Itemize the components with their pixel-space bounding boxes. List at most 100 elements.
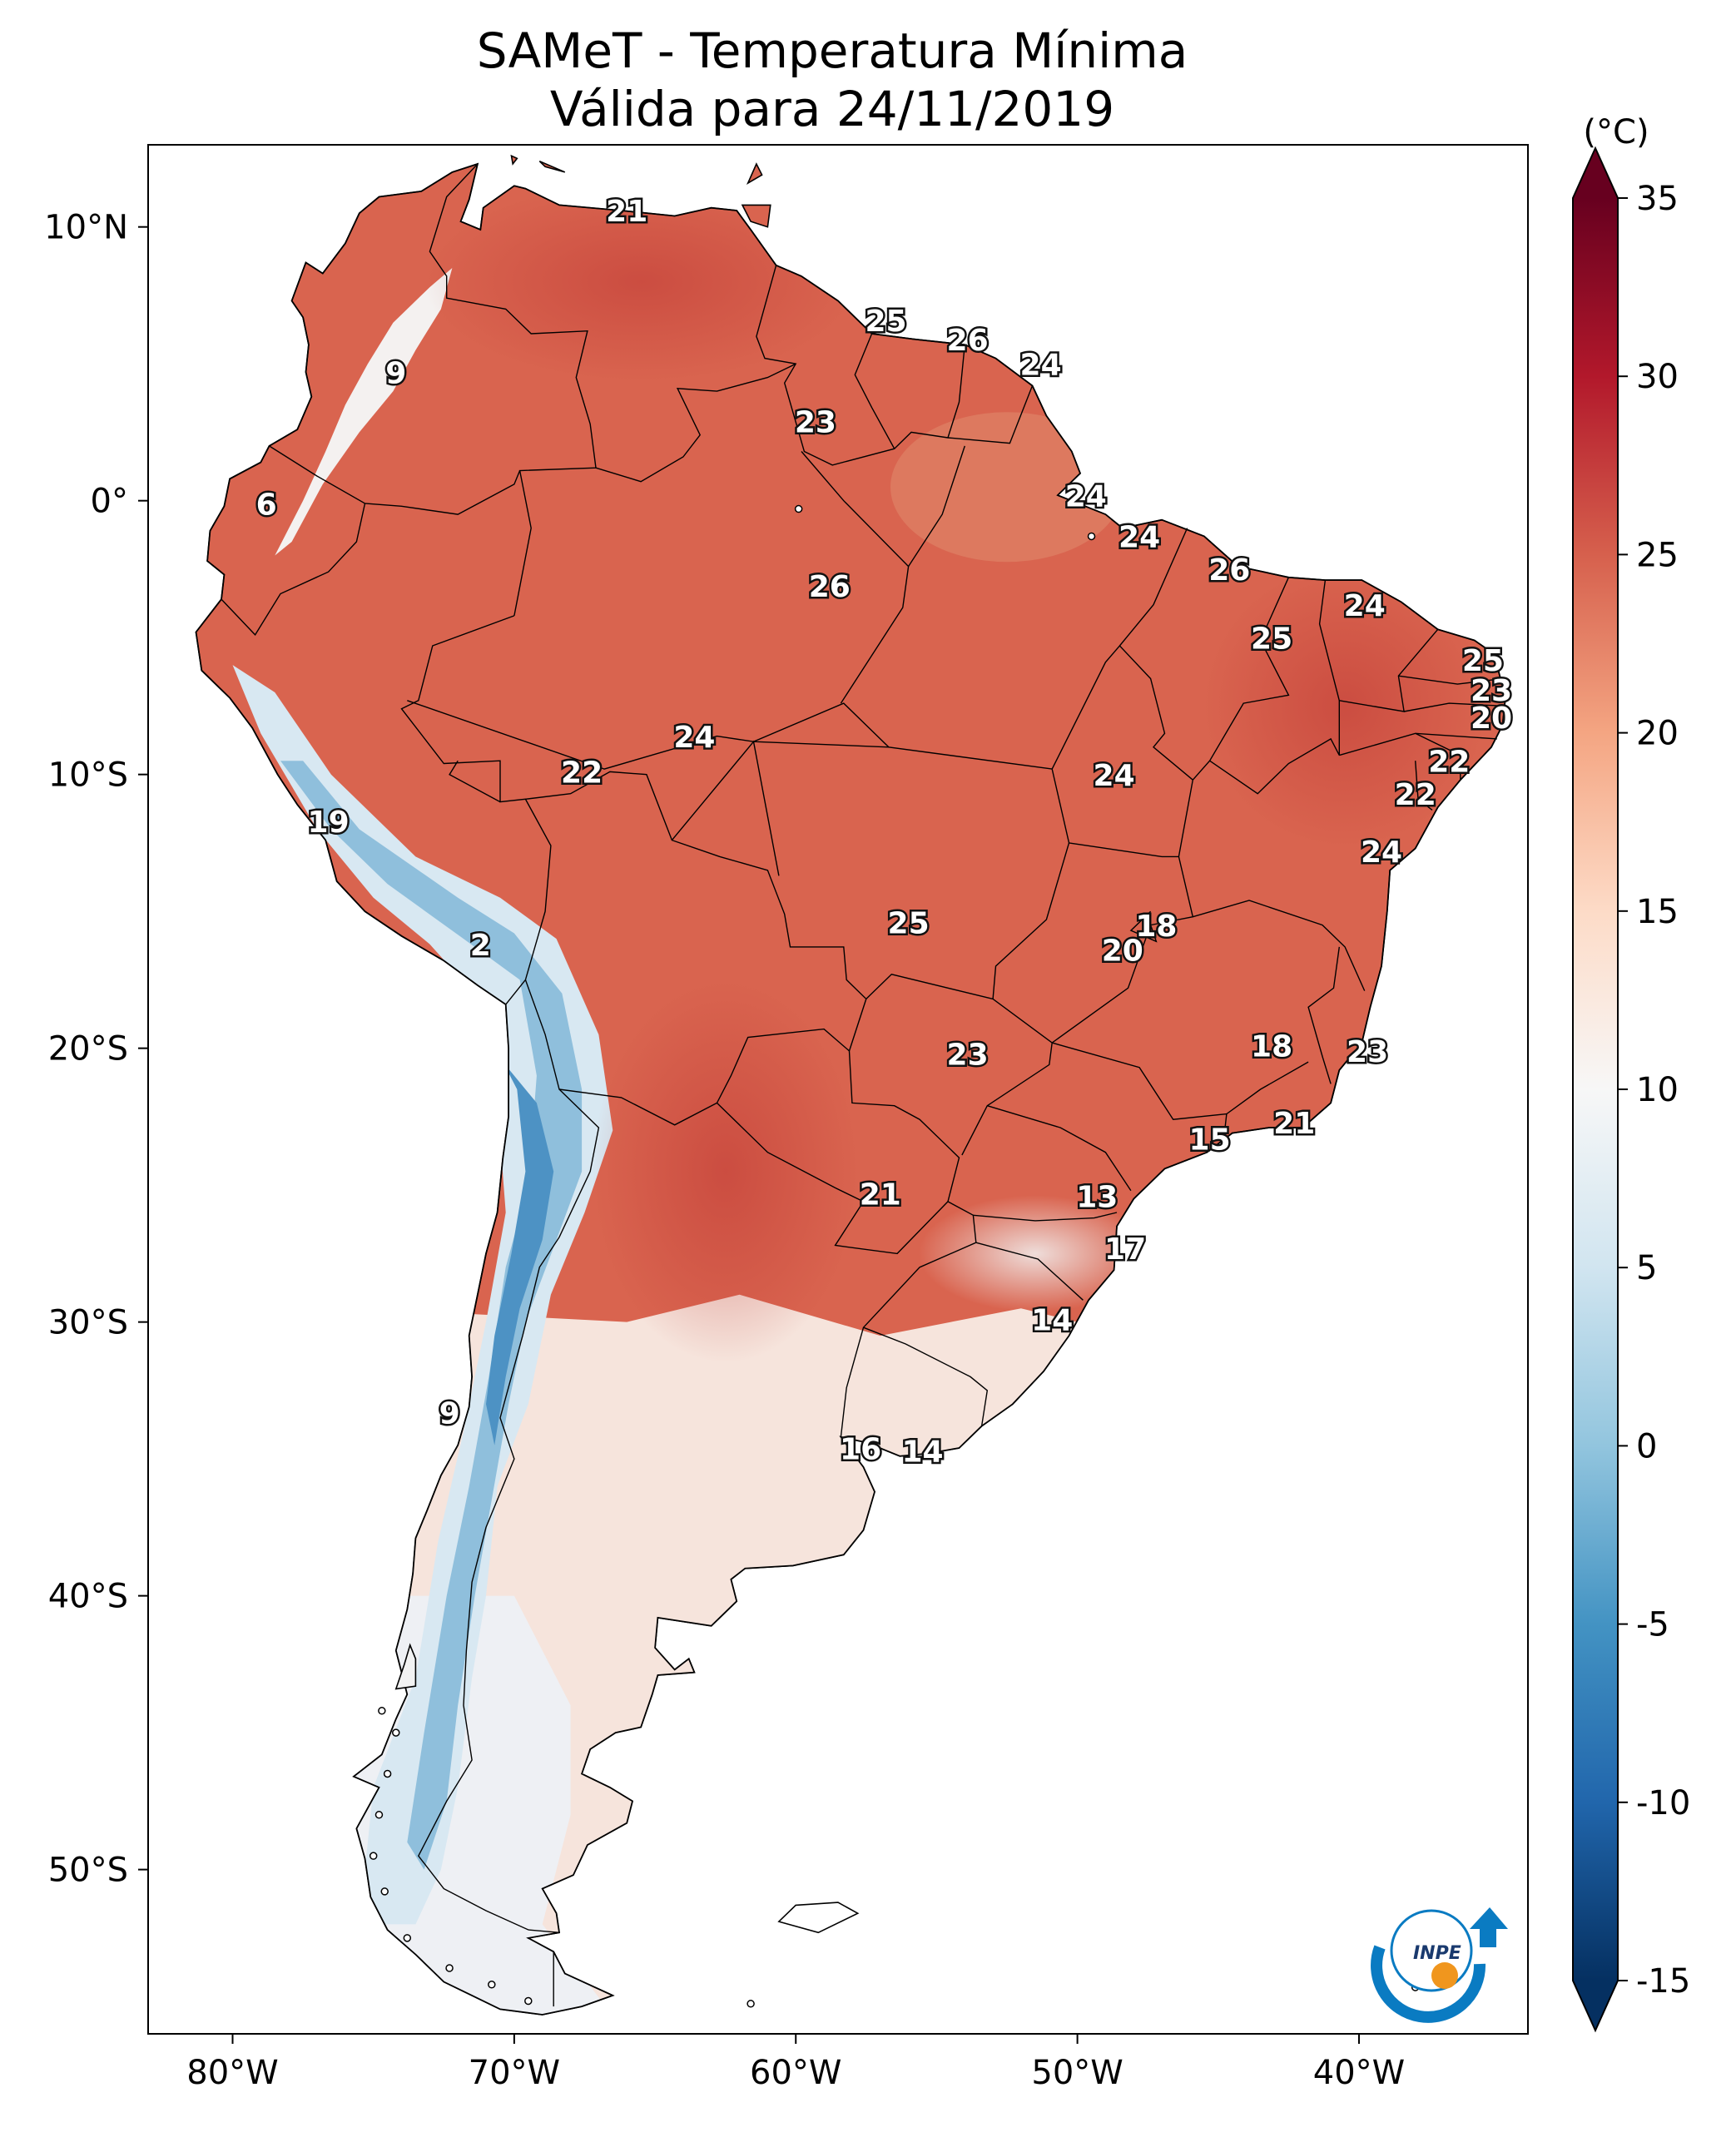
colorbar-tick-label: -15 xyxy=(1636,1962,1690,2001)
border-line xyxy=(756,265,1034,466)
lat-tick-label: 50°S xyxy=(48,1852,128,1890)
border-line xyxy=(1052,1042,1227,1120)
chaco-hot-spot xyxy=(592,979,859,1363)
lon-tick-label: 80°W xyxy=(186,2054,278,2092)
colorbar-tick-label: 10 xyxy=(1636,1071,1679,1109)
border-line xyxy=(417,979,600,1933)
border-line xyxy=(854,333,895,449)
island xyxy=(510,154,518,166)
colorbar-tick-label: 25 xyxy=(1636,536,1679,574)
island xyxy=(403,1934,412,1942)
southern-brazil-cool-patch xyxy=(918,1195,1152,1312)
border-line xyxy=(525,771,867,1052)
temperature-label: 25 xyxy=(865,305,906,339)
colorbar-tick-label: 20 xyxy=(1636,715,1679,753)
map-border xyxy=(147,144,1529,2035)
temperature-label: 19 xyxy=(308,806,350,840)
island xyxy=(794,504,803,513)
temperature-label: 6 xyxy=(256,488,277,522)
andes-cold-ridge-outer xyxy=(232,665,613,1925)
temperature-label: 25 xyxy=(1251,622,1292,657)
map-subtitle: Válida para 24/11/2019 xyxy=(549,81,1115,137)
island xyxy=(746,162,763,186)
border-line xyxy=(753,741,889,748)
island xyxy=(1087,532,1096,541)
central-brazil-mild-zone xyxy=(890,412,1124,563)
island xyxy=(445,1964,454,1972)
venezuela-hot-spot xyxy=(424,181,858,382)
colorbar-ticks: 35 30 25 20 15 10 5 0 -5 -10 -15 xyxy=(1618,180,1690,2001)
colorbar-tick-label: 15 xyxy=(1636,893,1679,931)
temperature-label: 24 xyxy=(1065,479,1107,513)
temperature-label: 15 xyxy=(1189,1123,1231,1158)
island xyxy=(392,1728,400,1737)
temperature-label: 24 xyxy=(1118,521,1160,555)
border-line xyxy=(1415,761,1433,811)
border-line xyxy=(908,445,965,567)
temperature-label: 20 xyxy=(1102,935,1143,969)
border-line xyxy=(221,503,366,637)
lat-tick-label: 10°S xyxy=(48,756,128,795)
border-line xyxy=(1223,1061,1309,1139)
colorbar-tick-label: 30 xyxy=(1636,358,1679,396)
island xyxy=(369,1852,378,1860)
political-borders xyxy=(221,163,1505,2007)
lat-tick-label: 30°S xyxy=(48,1304,128,1342)
border-line xyxy=(1307,946,1340,1084)
border-line xyxy=(975,1242,1084,1301)
temperature-label: 21 xyxy=(606,195,647,229)
inpe-logo: INPE xyxy=(1371,1907,1508,2023)
island xyxy=(383,1769,392,1778)
temperature-label: 24 xyxy=(1344,589,1386,623)
border-line xyxy=(671,740,780,876)
temperature-label: 26 xyxy=(1208,553,1250,588)
temperature-label: 24 xyxy=(673,721,715,755)
logo-sun xyxy=(1431,1962,1458,1989)
lon-tick-label: 40°W xyxy=(1313,2054,1405,2092)
temperature-label: 25 xyxy=(888,907,930,941)
temperature-label: 23 xyxy=(795,406,836,440)
temperature-label: 23 xyxy=(1347,1035,1388,1069)
colorbar-tick-label: -10 xyxy=(1636,1784,1690,1822)
temperature-label: 24 xyxy=(1361,836,1402,870)
border-line xyxy=(717,1050,960,1255)
border-line xyxy=(429,163,597,617)
border-line xyxy=(1403,702,1505,712)
temperature-label: 26 xyxy=(947,324,989,358)
island xyxy=(746,2000,755,2008)
temperature-label: 2 xyxy=(470,929,491,963)
andes-cold-ridge-inner xyxy=(280,761,583,1870)
temperature-label: 23 xyxy=(947,1039,989,1073)
colorbar-tick-label: 0 xyxy=(1636,1427,1657,1465)
temperature-label: 16 xyxy=(840,1432,881,1466)
temperature-label: 20 xyxy=(1471,702,1512,736)
latitude-axis: 10°N 0° 10°S 20°S 30°S 40°S 50°S xyxy=(44,209,148,1890)
colombian-andes-cold xyxy=(275,268,453,556)
temperature-label: 18 xyxy=(1135,910,1177,944)
border-line xyxy=(973,1212,1118,1222)
border-line xyxy=(558,1028,850,1126)
colorbar-tick-label: -5 xyxy=(1636,1606,1669,1644)
border-line xyxy=(1209,580,1340,795)
border-line xyxy=(866,974,994,1000)
temperature-label: 9 xyxy=(439,1397,460,1431)
border-line xyxy=(1051,925,1152,1044)
border-line xyxy=(1398,675,1503,685)
border-line xyxy=(1118,528,1188,647)
island xyxy=(777,1902,860,1934)
longitude-axis: 80°W 70°W 60°W 50°W 40°W xyxy=(186,2034,1405,2092)
coastline xyxy=(195,162,1506,2016)
islands xyxy=(369,154,1420,2008)
island xyxy=(741,204,771,228)
lon-tick-label: 70°W xyxy=(469,2054,560,2092)
temperature-label: 22 xyxy=(561,756,603,791)
border-line xyxy=(1193,900,1366,991)
logo-swoosh xyxy=(1371,1945,1486,2023)
border-line xyxy=(595,363,796,483)
border-line xyxy=(400,615,552,1005)
temperature-label: 25 xyxy=(1462,644,1504,678)
temperature-label: 22 xyxy=(1428,746,1470,780)
lat-tick-label: 0° xyxy=(91,483,128,521)
